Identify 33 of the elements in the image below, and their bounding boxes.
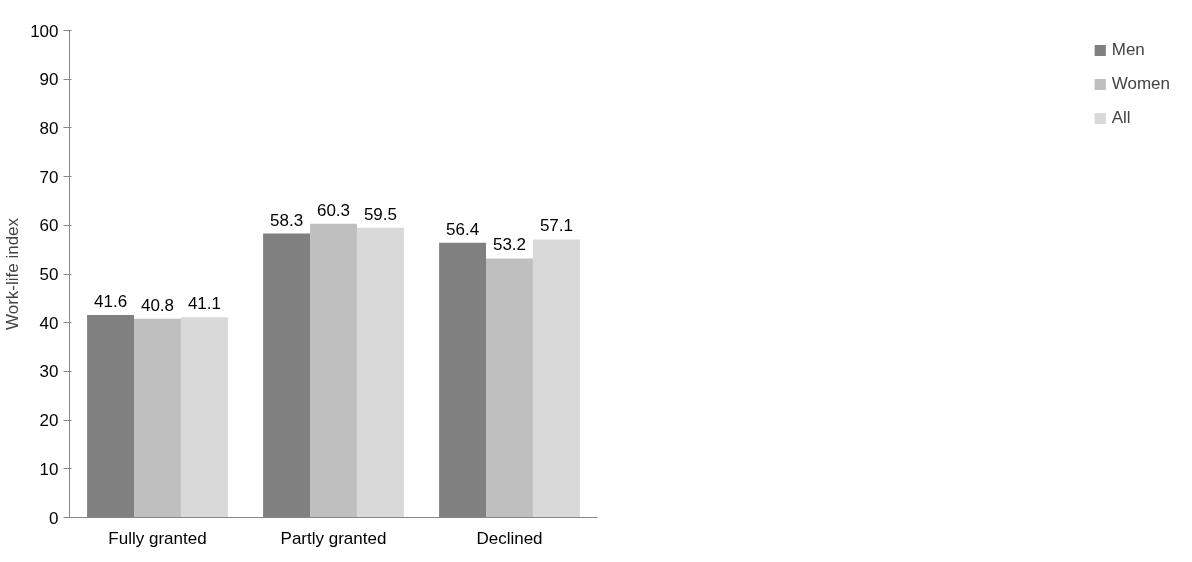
data-label: 41.1 bbox=[187, 294, 221, 314]
bar bbox=[532, 239, 580, 518]
bar bbox=[310, 223, 357, 518]
bar bbox=[486, 258, 533, 518]
y-tick-label: 70 bbox=[39, 167, 59, 187]
x-tick-label: Declined bbox=[476, 528, 543, 548]
y-tick-label: 20 bbox=[39, 411, 59, 431]
y-tick-label: 30 bbox=[39, 362, 59, 382]
y-tick-label: 0 bbox=[49, 508, 59, 528]
data-label: 56.4 bbox=[446, 219, 480, 239]
data-label: 58.3 bbox=[270, 210, 304, 230]
data-label: 53.2 bbox=[492, 235, 527, 255]
y-tick-label: 50 bbox=[39, 265, 59, 284]
data-label: 57.1 bbox=[539, 216, 573, 236]
y-tick-label: 10 bbox=[39, 459, 59, 479]
legend-label: Women bbox=[1111, 74, 1170, 94]
y-tick-label: 80 bbox=[39, 118, 59, 138]
x-tick-label: Fully granted bbox=[108, 528, 207, 548]
y-axis-title: Work-life index bbox=[3, 217, 23, 331]
y-tick-label: 90 bbox=[39, 70, 59, 90]
data-label: 59.5 bbox=[363, 204, 397, 224]
y-tick-label: 40 bbox=[39, 313, 59, 333]
data-label: 60.3 bbox=[316, 200, 351, 220]
legend-label: Men bbox=[1111, 40, 1145, 60]
y-tick-label: 100 bbox=[30, 21, 59, 41]
bar bbox=[180, 317, 228, 518]
data-label: 41.6 bbox=[94, 291, 128, 311]
bar bbox=[356, 227, 404, 518]
legend-label: All bbox=[1111, 108, 1132, 128]
x-tick-label: Partly granted bbox=[280, 528, 387, 548]
y-tick-label: 60 bbox=[39, 216, 59, 236]
data-label: 40.8 bbox=[140, 295, 175, 315]
bar bbox=[134, 318, 181, 518]
